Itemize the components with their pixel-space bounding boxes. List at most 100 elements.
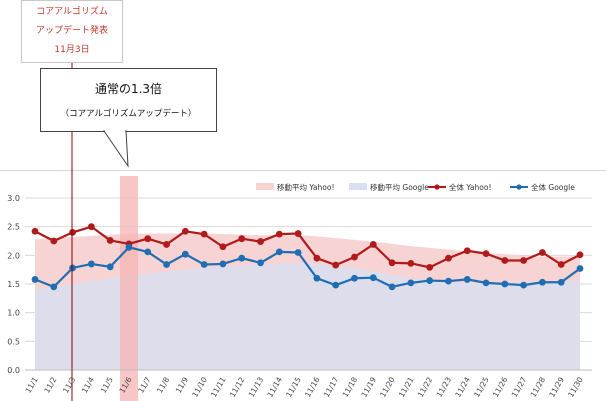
x-tick-label: 11/15 <box>284 375 303 398</box>
google-point <box>163 261 170 268</box>
legend-label: 全体 Google <box>531 182 575 192</box>
y-tick-label: 3.0 <box>7 194 20 203</box>
x-tick-label: 11/18 <box>341 375 360 398</box>
yahoo-point <box>69 229 76 236</box>
google-point <box>31 276 39 283</box>
release-line-1: コアアルゴリズム <box>36 7 108 17</box>
x-tick-label: 11/11 <box>209 375 228 398</box>
release-line-2: アップデート発表 <box>35 26 108 36</box>
legend-label: 移動平均 Yahoo! <box>277 182 334 192</box>
google-point <box>557 278 565 286</box>
bubble-sub-text: （コアアルゴリズムアップデート） <box>60 109 197 119</box>
x-tick-label: 11/25 <box>472 375 491 398</box>
yahoo-point <box>332 261 340 269</box>
area-google-ma <box>35 262 580 370</box>
google-point <box>144 248 152 256</box>
x-tick-label: 11/9 <box>174 375 190 394</box>
x-tick-label: 11/10 <box>190 375 209 398</box>
x-tick-label: 11/23 <box>435 375 454 398</box>
google-point <box>50 283 58 291</box>
google-point <box>219 260 227 268</box>
yahoo-point <box>219 243 227 251</box>
yahoo-point <box>388 259 396 267</box>
yahoo-point <box>501 257 509 264</box>
series-points <box>31 223 584 291</box>
x-tick-label: 11/4 <box>80 375 96 394</box>
google-point <box>445 277 452 285</box>
yahoo-point <box>163 241 170 248</box>
x-tick-label: 11/30 <box>566 375 585 398</box>
highlight-band-11-6 <box>119 176 138 401</box>
x-tick-label: 11/8 <box>155 375 171 394</box>
moving-average-areas <box>35 233 580 370</box>
x-tick-label: 11/26 <box>491 375 510 398</box>
x-tick-label: 11/1 <box>24 375 40 394</box>
google-point <box>313 274 321 282</box>
google-point <box>576 265 584 272</box>
x-tick-label: 11/24 <box>453 375 472 398</box>
release-callout: コアアルゴリズム アップデート発表 11月3日 <box>21 0 123 63</box>
google-point <box>275 248 283 256</box>
google-point <box>87 260 95 268</box>
yahoo-point <box>369 241 377 248</box>
yahoo-point <box>520 257 528 264</box>
google-point <box>520 281 528 289</box>
x-tick-label: 11/2 <box>42 375 58 394</box>
speech-bubble: 通常の1.3倍 （コアアルゴリズムアップデート） <box>40 68 217 132</box>
google-point <box>369 274 377 282</box>
google-point <box>482 279 490 287</box>
chart-frame <box>0 170 606 401</box>
x-tick-label: 11/20 <box>378 375 397 398</box>
legend: 移動平均 Yahoo! 移動平均 Google 全体 Yahoo! 全体 Google <box>256 182 575 192</box>
x-tick-label: 11/22 <box>416 375 435 398</box>
google-point <box>125 243 133 251</box>
x-tick-label: 11/14 <box>265 375 284 398</box>
x-tick-label: 11/5 <box>99 375 115 394</box>
yahoo-point <box>275 230 283 238</box>
legend-swatch <box>256 183 274 190</box>
yahoo-point <box>407 259 415 267</box>
y-tick-label: 0.0 <box>7 366 20 375</box>
google-point <box>332 281 340 289</box>
yahoo-point <box>144 235 152 243</box>
yahoo-point <box>238 235 246 243</box>
google-point <box>407 279 415 287</box>
x-tick-label: 11/29 <box>547 375 566 398</box>
legend-label: 移動平均 Google <box>370 182 429 192</box>
google-point <box>294 249 302 256</box>
release-date: 11月3日 <box>54 45 90 55</box>
x-tick-label: 11/28 <box>529 375 548 398</box>
x-tick-label: 11/13 <box>247 375 266 398</box>
yahoo-point <box>557 261 565 268</box>
google-point <box>238 254 246 262</box>
bubble-main-text: 通常の1.3倍 <box>94 82 163 96</box>
y-tick-label: 2.0 <box>7 251 20 260</box>
y-tick-label: 1.0 <box>7 309 20 318</box>
yahoo-point <box>200 230 208 238</box>
yahoo-point <box>313 254 321 262</box>
yahoo-point <box>31 227 39 235</box>
yahoo-point <box>426 263 434 271</box>
yahoo-point <box>445 254 452 262</box>
yahoo-point <box>50 237 58 245</box>
y-tick-label: 0.5 <box>7 337 20 346</box>
google-point <box>69 264 76 272</box>
yahoo-point <box>539 249 546 256</box>
yahoo-point <box>463 247 471 255</box>
x-tick-label: 11/3 <box>61 375 77 394</box>
legend-swatch <box>349 183 367 190</box>
legend-marker <box>516 184 522 190</box>
legend-label: 全体 Yahoo! <box>449 182 491 192</box>
google-point <box>463 276 471 283</box>
yahoo-point <box>351 253 358 261</box>
yahoo-point <box>576 251 584 259</box>
x-tick-label: 11/21 <box>397 375 416 398</box>
google-point <box>501 280 509 288</box>
yahoo-point <box>87 223 95 231</box>
google-point <box>351 274 358 282</box>
yahoo-point <box>294 230 302 237</box>
y-tick-label: 2.5 <box>7 223 20 232</box>
yahoo-point <box>257 238 264 245</box>
